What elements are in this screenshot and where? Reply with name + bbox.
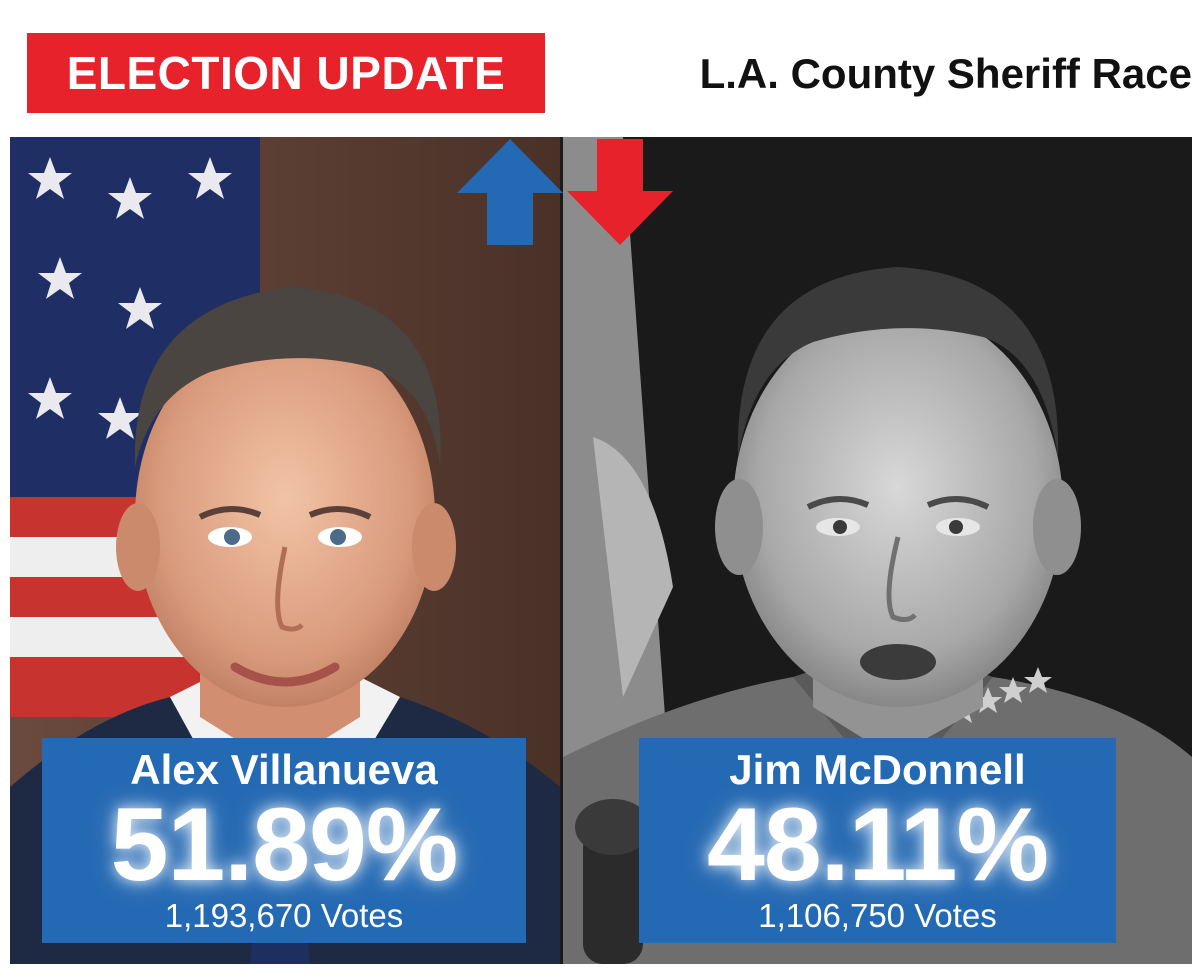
result-card-mcdonnell: Jim McDonnell 48.11% 1,106,750 Votes xyxy=(639,738,1116,943)
race-title: L.A. County Sheriff Race xyxy=(699,50,1192,97)
vote-count: 1,106,750 Votes xyxy=(758,897,997,934)
down-arrow-icon xyxy=(567,139,673,245)
badge-text: ELECTION UPDATE xyxy=(66,47,506,99)
candidate-name: Alex Villanueva xyxy=(130,746,438,793)
candidate-name: Jim McDonnell xyxy=(729,746,1026,793)
vote-percent: 48.11% xyxy=(707,787,1049,903)
up-arrow-icon xyxy=(457,139,563,245)
vote-percent: 51.89% xyxy=(110,787,459,903)
result-card-villanueva: Alex Villanueva 51.89% 1,193,670 Votes xyxy=(42,738,526,943)
vote-count: 1,193,670 Votes xyxy=(164,897,404,934)
election-update-badge: ELECTION UPDATE xyxy=(27,33,545,113)
photo-divider xyxy=(560,137,563,964)
